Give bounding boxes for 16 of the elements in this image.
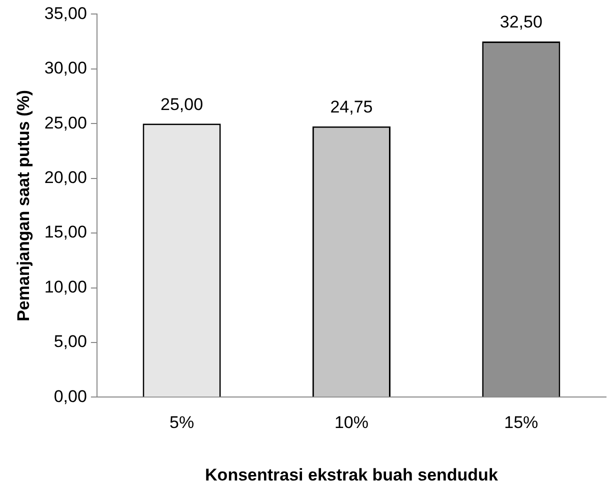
y-tick-label: 20,00: [44, 168, 87, 188]
data-label: 25,00: [160, 94, 204, 114]
y-tick-label: 10,00: [44, 277, 87, 296]
y-tick-label: 5,00: [54, 332, 87, 352]
x-axis-title: Konsentrasi ekstrak buah senduduk: [205, 465, 498, 484]
y-tick-label: 25,00: [44, 113, 87, 132]
y-tick-label: 0,00: [54, 386, 87, 406]
y-tick-label: 15,00: [44, 222, 87, 242]
x-tick-label: 5%: [169, 413, 194, 432]
y-tick-label: 35,00: [44, 4, 87, 23]
data-label: 32,50: [500, 12, 542, 32]
x-tick-label: 15%: [504, 413, 538, 432]
y-tick-label: 30,00: [44, 58, 87, 78]
y-axis-title: Pemanjangan saat putus (%): [14, 90, 33, 322]
x-tick-label: 10%: [334, 413, 368, 432]
data-label: 24,75: [330, 98, 373, 117]
